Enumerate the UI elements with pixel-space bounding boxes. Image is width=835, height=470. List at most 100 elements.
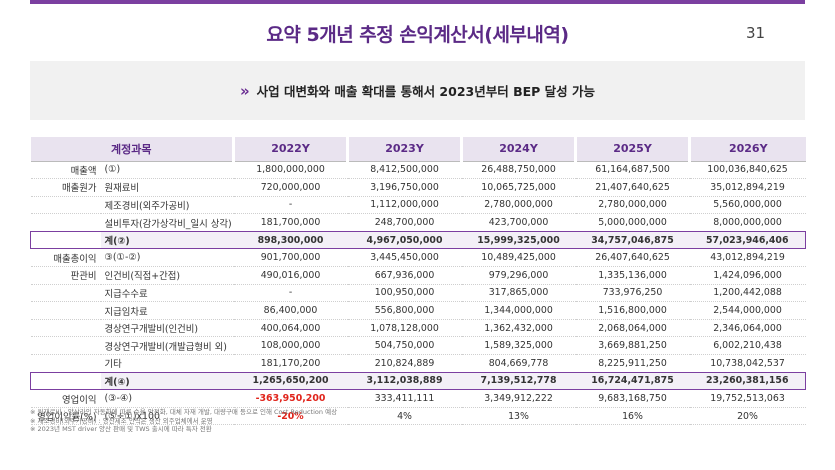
value-cell: 490,016,000	[233, 266, 348, 285]
value-cell: 8,412,500,000	[347, 161, 462, 180]
income-statement-table: 계정과목 2022Y 2023Y 2024Y 2025Y 2026Y 매출액 (①…	[30, 137, 807, 426]
row-item: (③-④)	[100, 389, 234, 408]
value-cell: 86,400,000	[233, 301, 348, 320]
row-item: 기타	[100, 354, 234, 373]
value-cell: 1,800,000,000	[233, 161, 348, 180]
table-row: 판관비 인건비(직접+간접) 490,016,000 667,936,000 979,2…	[30, 266, 806, 285]
header-2026: 2026Y	[688, 137, 806, 162]
row-item: 계(②)	[100, 230, 234, 250]
table-row: 계(④) 1,265,650,200 3,112,038,889 7,139,512,…	[30, 371, 807, 391]
row-category	[30, 196, 101, 215]
value-cell: 1,112,000,000	[347, 196, 462, 215]
value-cell: 7,139,512,778	[461, 371, 576, 391]
value-cell: 100,036,840,625	[689, 161, 806, 180]
row-category	[30, 319, 101, 338]
value-cell: 2,346,064,000	[689, 319, 806, 338]
chevron-right-icon: »	[239, 81, 250, 100]
value-cell: 16,724,471,875	[575, 371, 690, 391]
row-item: 경상연구개발비(인건비)	[100, 319, 234, 338]
row-category: 영업이익	[30, 389, 101, 408]
value-cell: 43,012,894,219	[689, 248, 806, 268]
value-cell: 5,560,000,000	[689, 196, 806, 215]
value-cell: 1,078,128,000	[347, 319, 462, 338]
table-row: 제조경비(외주가공비) -1,112,000,000 2,780,000,000 2,…	[30, 196, 806, 215]
value-cell: 3,349,912,222	[461, 389, 576, 408]
value-cell: 10,489,425,000	[461, 248, 576, 268]
value-cell: 3,669,881,250	[575, 336, 690, 356]
value-cell: 8,000,000,000	[689, 213, 806, 232]
value-cell: 100,950,000	[347, 284, 462, 303]
value-cell: 5,000,000,000	[575, 213, 690, 232]
row-category: 매출액	[30, 161, 101, 180]
row-category	[30, 301, 101, 320]
table-row: 지급수수료 -100,950,000 317,865,000 733,976,250 1…	[30, 284, 806, 303]
row-item: 설비투자(감가상각비_일시 상각)	[100, 213, 234, 232]
value-cell: 1,265,650,200	[233, 371, 348, 391]
value-cell: 1,344,000,000	[461, 301, 576, 320]
row-category	[30, 213, 101, 232]
footnote: ※ 제조경비(외주가공비) : 양산제조 인력은 생산 외주업체에서 운영	[30, 416, 213, 425]
value-cell: 1,335,136,000	[575, 266, 690, 285]
value-cell: 23,260,381,156	[689, 371, 807, 391]
value-cell: 4,967,050,000	[347, 230, 462, 250]
row-item: (①)	[100, 161, 234, 180]
value-cell: 2,780,000,000	[575, 196, 690, 215]
table-row: 매출총이익 ③(①-②) 901,700,000 3,445,450,000 10,48…	[30, 248, 806, 268]
table-row: 영업이익 (③-④) -363,950,200 333,411,111 3,349,91…	[30, 389, 806, 408]
table-row: 기타 181,170,200 210,824,889 804,669,778 8,225…	[30, 354, 806, 373]
row-item: 원재료비	[100, 178, 234, 197]
row-category: 영업이익률(%)	[30, 407, 101, 426]
row-category: 매출원가	[30, 178, 101, 197]
row-item: 지급임차료	[100, 301, 234, 320]
value-cell: 181,700,000	[233, 213, 348, 232]
table-row: 경상연구개발비(개발급형비 외) 108,000,000 504,750,000 1,…	[30, 336, 806, 356]
value-cell: 9,683,168,750	[575, 389, 690, 408]
value-cell: 333,411,111	[347, 389, 462, 408]
value-cell: 16%	[575, 407, 690, 426]
row-item: 제조경비(외주가공비)	[100, 196, 234, 215]
row-category: 매출총이익	[30, 248, 101, 268]
row-item: ③(①-②)	[100, 248, 234, 268]
table-row: 영업이익률(%) (⑤÷①)x100 -20% 4% 13% 16% 20%	[30, 407, 806, 426]
value-cell: 1,589,325,000	[461, 336, 576, 356]
row-category: 판관비	[30, 266, 101, 285]
table-header-row: 계정과목 2022Y 2023Y 2024Y 2025Y 2026Y	[30, 137, 806, 162]
page-title: 요약 5개년 추정 손익계산서(세부내역)	[266, 24, 569, 46]
value-cell: 317,865,000	[461, 284, 576, 303]
footnotes: ※ 원재료비 : 양산라인 자동화에 따른 수율 안정화, 대체 자재 개발, …	[30, 408, 337, 434]
value-cell: 4%	[347, 407, 462, 426]
value-cell: 181,170,200	[233, 354, 348, 373]
value-cell: 556,800,000	[347, 301, 462, 320]
value-cell: 979,296,000	[461, 266, 576, 285]
table-row: 계(②) 898,300,000 4,967,050,000 15,999,325,0…	[30, 230, 807, 250]
value-cell: 667,936,000	[347, 266, 462, 285]
value-cell: 6,002,210,438	[689, 336, 806, 356]
value-cell: 2,780,000,000	[461, 196, 576, 215]
value-cell: 898,300,000	[233, 230, 348, 250]
value-cell: 26,407,640,625	[575, 248, 690, 268]
table-row: 경상연구개발비(인건비) 400,064,000 1,078,128,000 1,36…	[30, 319, 806, 338]
value-cell: 901,700,000	[233, 248, 348, 268]
value-cell: 34,757,046,875	[575, 230, 690, 250]
value-cell: 1,200,442,088	[689, 284, 806, 303]
value-cell: -	[233, 196, 348, 215]
header-2023: 2023Y	[346, 137, 462, 162]
page-number: 31	[746, 24, 766, 42]
value-cell: 1,424,096,000	[689, 266, 806, 285]
value-cell: 2,544,000,000	[689, 301, 806, 320]
header-2025: 2025Y	[574, 137, 690, 162]
row-item: (⑤÷①)x100	[100, 407, 234, 426]
value-cell: 57,023,946,406	[689, 230, 807, 250]
row-item: 계(④)	[100, 371, 234, 391]
value-cell: 248,700,000	[347, 213, 462, 232]
row-category	[30, 230, 101, 250]
value-cell: 1,516,800,000	[575, 301, 690, 320]
table-row: 매출원가 원재료비 720,000,000 3,196,750,000 10,065,7…	[30, 178, 806, 197]
row-category	[30, 354, 101, 373]
footnote: ※ 원재료비 : 양산라인 자동화에 따른 수율 안정화, 대체 자재 개발, …	[30, 408, 338, 416]
value-cell: 108,000,000	[233, 336, 348, 356]
value-cell: 400,064,000	[233, 319, 348, 338]
header-account: 계정과목	[30, 137, 234, 162]
subtitle-banner: » 사업 대변화와 매출 확대를 통해서 2023년부터 BEP 달성 가능	[30, 61, 805, 120]
value-cell: 423,700,000	[461, 213, 576, 232]
